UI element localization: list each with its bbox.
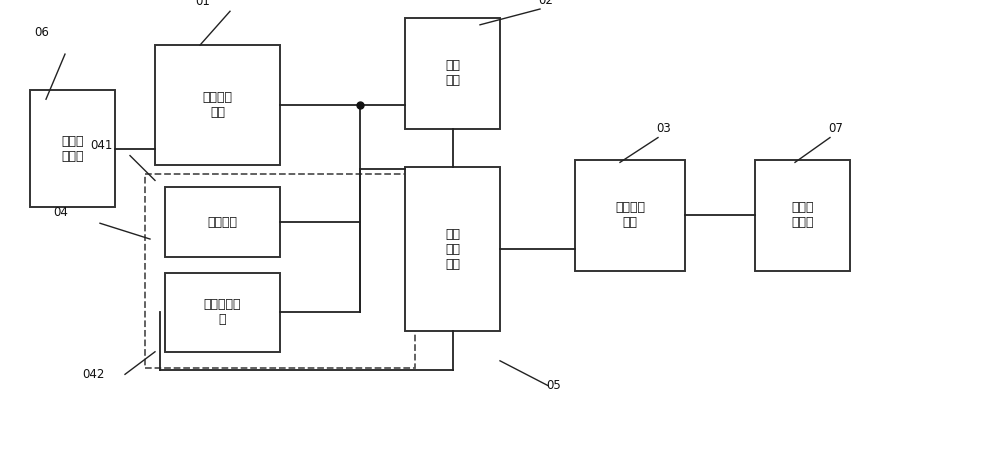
Text: 07: 07 (828, 122, 843, 135)
Bar (145, 174, 415, 368)
Text: 输入缓
冲模块: 输入缓 冲模块 (61, 135, 84, 163)
Bar (755, 160, 850, 271)
Bar (575, 160, 685, 271)
Text: 第二转换
模块: 第二转换 模块 (615, 201, 645, 230)
Text: 01: 01 (195, 0, 210, 9)
Text: 增益调整单
元: 增益调整单 元 (204, 298, 241, 327)
Bar (155, 45, 280, 165)
Bar (165, 273, 280, 352)
Text: 03: 03 (656, 122, 671, 135)
Text: 解码单元: 解码单元 (208, 216, 238, 229)
Bar (405, 167, 500, 331)
Text: 处理
模块: 处理 模块 (445, 59, 460, 87)
Text: 补偿
调整
模块: 补偿 调整 模块 (445, 228, 460, 271)
Text: 041: 041 (90, 139, 112, 152)
Text: 02: 02 (538, 0, 553, 7)
Bar (30, 90, 115, 207)
Text: 第一转换
模块: 第一转换 模块 (202, 91, 232, 119)
Text: 输出缓
冲模块: 输出缓 冲模块 (791, 201, 814, 230)
Bar (405, 18, 500, 129)
Text: 06: 06 (34, 26, 49, 39)
Text: 04: 04 (53, 207, 68, 220)
Bar (165, 187, 280, 257)
Text: 05: 05 (546, 379, 561, 392)
Text: 042: 042 (82, 368, 104, 381)
